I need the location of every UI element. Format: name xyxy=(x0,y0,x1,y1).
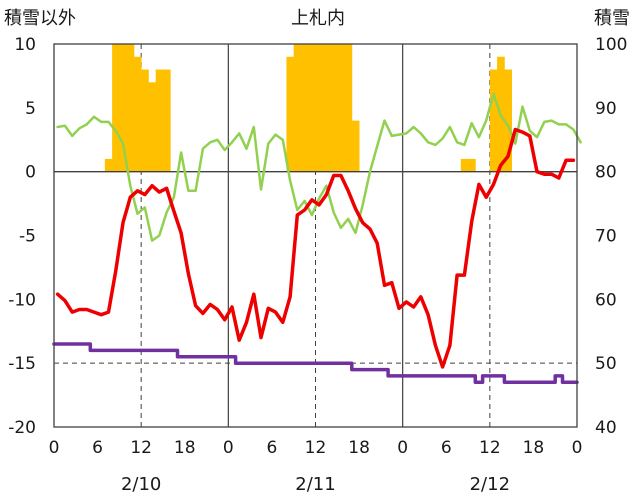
xtick-label-3: 18 xyxy=(174,438,196,458)
precip-bars xyxy=(104,44,513,172)
day-label-0: 2/10 xyxy=(121,474,161,495)
xtick-label-12: 0 xyxy=(572,438,583,458)
left-ytick-label-1: 5 xyxy=(25,99,36,119)
right-ytick-label-4: 60 xyxy=(595,290,617,310)
precip-bar-37 xyxy=(322,44,331,172)
xtick-label-0: 0 xyxy=(49,438,60,458)
left-ytick-label-0: 10 xyxy=(14,35,36,55)
xtick-label-1: 6 xyxy=(92,438,103,458)
precip-bar-62 xyxy=(504,69,513,172)
precip-bar-33 xyxy=(293,44,302,172)
precip-bar-56 xyxy=(460,158,469,172)
xtick-label-9: 6 xyxy=(441,438,452,458)
precip-bar-60 xyxy=(489,69,498,172)
left-ytick-label-2: 0 xyxy=(25,163,36,183)
precip-bar-38 xyxy=(330,44,338,172)
precip-bar-35 xyxy=(308,44,316,172)
xtick-label-10: 12 xyxy=(479,438,501,458)
xtick-label-2: 12 xyxy=(130,438,152,458)
xtick-label-7: 18 xyxy=(348,438,370,458)
precip-bar-57 xyxy=(468,158,476,172)
precip-bar-8 xyxy=(112,44,120,172)
right-ytick-label-3: 70 xyxy=(595,227,617,247)
right-ytick-label-1: 90 xyxy=(595,99,617,119)
right-ytick-label-6: 40 xyxy=(595,418,617,438)
left-ytick-label-4: -10 xyxy=(8,290,36,310)
precip-bar-14 xyxy=(155,69,164,172)
day-label-2: 2/12 xyxy=(470,474,510,495)
right-axis-label: 積雪 xyxy=(594,8,630,29)
xtick-label-8: 0 xyxy=(397,438,408,458)
temperature-line xyxy=(55,127,576,369)
right-ytick-label-2: 80 xyxy=(595,163,617,183)
xtick-label-6: 12 xyxy=(305,438,327,458)
precip-bar-10 xyxy=(126,44,135,172)
precip-bar-11 xyxy=(133,56,142,172)
snow-depth-line xyxy=(52,342,579,385)
right-ytick-label-0: 100 xyxy=(595,35,627,55)
precip-bar-12 xyxy=(141,69,149,172)
left-ytick-label-3: -5 xyxy=(19,227,36,247)
wind-line xyxy=(56,92,582,242)
chart-title: 上札内 xyxy=(291,8,345,29)
precip-bar-41 xyxy=(351,120,360,172)
xtick-label-4: 0 xyxy=(223,438,234,458)
precip-bar-40 xyxy=(344,44,353,172)
precip-bar-34 xyxy=(300,44,309,172)
xtick-label-11: 18 xyxy=(523,438,545,458)
precip-bar-39 xyxy=(337,44,345,172)
precip-bar-32 xyxy=(286,56,295,172)
left-ytick-label-6: -20 xyxy=(8,418,36,438)
precip-bar-7 xyxy=(104,158,113,172)
left-ytick-label-5: -15 xyxy=(8,354,36,374)
precip-bar-13 xyxy=(148,82,157,172)
right-ytick-label-5: 50 xyxy=(595,354,617,374)
plot-frame xyxy=(53,43,578,428)
precip-bar-9 xyxy=(119,44,128,172)
left-axis-label: 積雪以外 xyxy=(4,8,76,29)
precip-bar-36 xyxy=(315,44,324,172)
xtick-label-5: 6 xyxy=(267,438,278,458)
day-label-1: 2/11 xyxy=(295,474,335,495)
precip-bar-15 xyxy=(162,69,171,172)
series-lines xyxy=(52,92,582,385)
plot-border xyxy=(53,43,578,428)
